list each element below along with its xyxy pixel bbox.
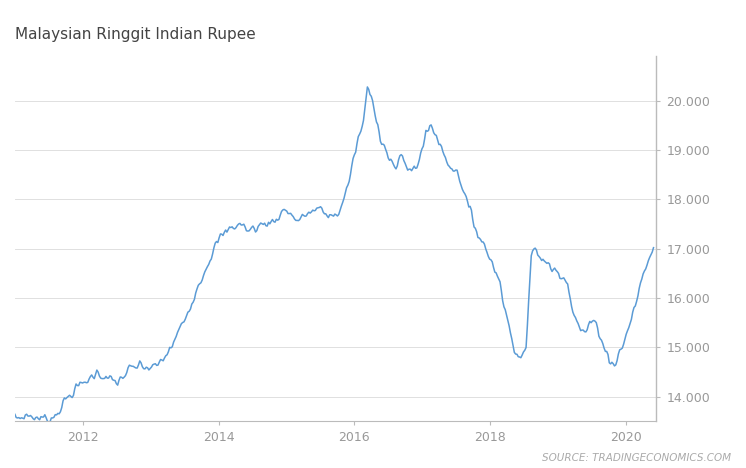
Text: SOURCE: TRADINGECONOMICS.COM: SOURCE: TRADINGECONOMICS.COM [542, 453, 731, 463]
Text: Malaysian Ringgit Indian Rupee: Malaysian Ringgit Indian Rupee [15, 27, 256, 42]
